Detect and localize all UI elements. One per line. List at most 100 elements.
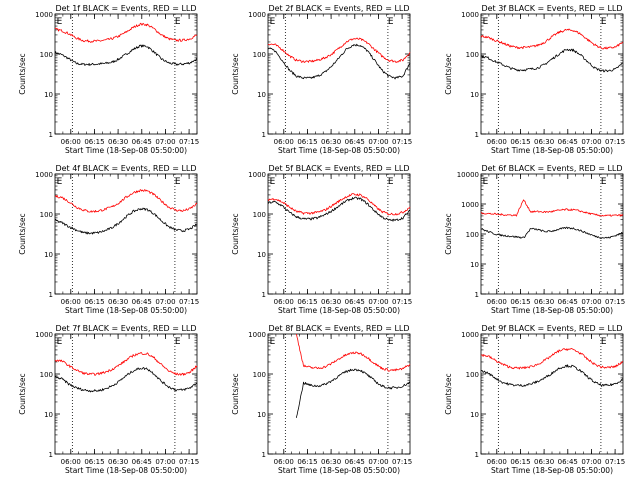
panel-title: Det 7f BLACK = Events, RED = LLD bbox=[55, 324, 196, 333]
series-line-events bbox=[267, 43, 411, 80]
x-axis-label: Start Time (18-Sep-08 05:50:00) bbox=[65, 306, 187, 315]
x-tick-label: 06:45 bbox=[132, 298, 152, 306]
marker-label: E bbox=[483, 17, 489, 27]
series-line-events bbox=[481, 226, 624, 239]
marker-label: E bbox=[270, 17, 276, 27]
series-line-lld bbox=[296, 333, 411, 372]
y-tick-label: 1 bbox=[262, 291, 266, 299]
x-tick-label: 07:00 bbox=[155, 298, 175, 306]
x-tick-label: 07:15 bbox=[605, 298, 625, 306]
marker-label: E bbox=[57, 337, 63, 347]
y-tick-label: 100 bbox=[253, 51, 266, 59]
panel-det-7: Det 7f BLACK = Events, RED = LLD 1 10 100 10… bbox=[18, 324, 199, 475]
y-tick-label: 10 bbox=[257, 251, 266, 259]
panel-title: Det 4f BLACK = Events, RED = LLD bbox=[55, 164, 196, 173]
panel-det-6: Det 6f BLACK = Events, RED = LLD 1 10 100 10… bbox=[444, 164, 625, 315]
y-tick-label: 1000 bbox=[248, 171, 266, 179]
y-tick-label: 100 bbox=[40, 51, 53, 59]
panel-det-9: Det 9f BLACK = Events, RED = LLD 1 10 100 10… bbox=[444, 324, 625, 475]
x-tick-label: 06:00 bbox=[61, 138, 81, 146]
series-line-lld bbox=[54, 352, 198, 376]
x-tick-label: 06:45 bbox=[558, 298, 578, 306]
marker-label: E bbox=[601, 17, 607, 27]
marker-label: E bbox=[270, 337, 276, 347]
y-tick-label: 10 bbox=[44, 411, 53, 419]
marker-label: E bbox=[601, 177, 607, 187]
x-tick-label: 07:00 bbox=[581, 138, 601, 146]
x-tick-label: 07:15 bbox=[179, 458, 199, 466]
x-tick-label: 06:30 bbox=[534, 298, 554, 306]
y-axis-label: Counts/sec bbox=[231, 53, 240, 94]
y-tick-label: 1 bbox=[49, 451, 53, 459]
marker-label: E bbox=[175, 337, 181, 347]
series-line-lld bbox=[267, 193, 411, 216]
x-tick-label: 06:00 bbox=[61, 298, 81, 306]
series-line-events bbox=[54, 207, 198, 235]
panel-det-5: Det 5f BLACK = Events, RED = LLD 1 10 100 10… bbox=[231, 164, 412, 315]
panel-title: Det 3f BLACK = Events, RED = LLD bbox=[481, 4, 622, 13]
y-tick-label: 1 bbox=[49, 291, 53, 299]
x-axis-label: Start Time (18-Sep-08 05:50:00) bbox=[278, 306, 400, 315]
marker-label: E bbox=[601, 337, 607, 347]
y-tick-label: 1 bbox=[475, 131, 479, 139]
y-tick-label: 1000 bbox=[35, 171, 53, 179]
x-tick-label: 06:00 bbox=[61, 458, 81, 466]
x-tick-label: 07:15 bbox=[392, 138, 412, 146]
x-tick-label: 07:15 bbox=[179, 298, 199, 306]
marker-label: E bbox=[388, 17, 394, 27]
y-tick-label: 10 bbox=[257, 411, 266, 419]
y-tick-label: 1 bbox=[262, 131, 266, 139]
y-tick-label: 1000 bbox=[35, 11, 53, 19]
y-axis-label: Counts/sec bbox=[444, 373, 453, 414]
marker-label: E bbox=[175, 17, 181, 27]
series-line-lld bbox=[267, 37, 411, 63]
y-tick-label: 100 bbox=[466, 231, 479, 239]
x-tick-label: 06:30 bbox=[321, 138, 341, 146]
x-tick-label: 06:15 bbox=[297, 458, 317, 466]
y-tick-label: 10 bbox=[470, 91, 479, 99]
marker-label: E bbox=[270, 177, 276, 187]
plot-frame bbox=[267, 173, 411, 295]
x-axis-label: Start Time (18-Sep-08 05:50:00) bbox=[278, 466, 400, 475]
x-axis-label: Start Time (18-Sep-08 05:50:00) bbox=[65, 466, 187, 475]
y-axis-label: Counts/sec bbox=[231, 373, 240, 414]
x-tick-label: 06:30 bbox=[108, 298, 128, 306]
x-tick-label: 06:00 bbox=[274, 138, 294, 146]
panel-title: Det 8f BLACK = Events, RED = LLD bbox=[268, 324, 409, 333]
x-tick-label: 06:45 bbox=[132, 458, 152, 466]
plot-frame bbox=[267, 333, 411, 455]
y-tick-label: 1 bbox=[475, 291, 479, 299]
y-tick-label: 1000 bbox=[248, 11, 266, 19]
series-line-events bbox=[54, 44, 198, 66]
marker-label: E bbox=[57, 177, 63, 187]
x-axis-label: Start Time (18-Sep-08 05:50:00) bbox=[491, 146, 613, 155]
x-tick-label: 06:15 bbox=[84, 298, 104, 306]
x-tick-label: 06:30 bbox=[321, 458, 341, 466]
y-axis-label: Counts/sec bbox=[444, 213, 453, 254]
x-tick-label: 06:15 bbox=[84, 458, 104, 466]
x-tick-label: 07:00 bbox=[581, 298, 601, 306]
y-tick-label: 10 bbox=[470, 261, 479, 269]
y-tick-label: 1 bbox=[475, 451, 479, 459]
x-tick-label: 06:00 bbox=[274, 458, 294, 466]
plot-frame bbox=[54, 333, 198, 455]
y-tick-label: 100 bbox=[253, 211, 266, 219]
series-line-lld bbox=[54, 189, 198, 213]
x-tick-label: 06:45 bbox=[558, 138, 578, 146]
series-line-events bbox=[480, 48, 624, 73]
panel-title: Det 1f BLACK = Events, RED = LLD bbox=[55, 4, 196, 13]
y-axis-label: Counts/sec bbox=[18, 53, 27, 94]
marker-label: E bbox=[175, 177, 181, 187]
x-axis-label: Start Time (18-Sep-08 05:50:00) bbox=[65, 146, 187, 155]
x-tick-label: 06:00 bbox=[487, 298, 507, 306]
y-axis-label: Counts/sec bbox=[18, 213, 27, 254]
series-line-lld bbox=[480, 348, 624, 370]
marker-label: E bbox=[483, 337, 489, 347]
y-tick-label: 1 bbox=[262, 451, 266, 459]
y-tick-label: 100 bbox=[253, 371, 266, 379]
x-tick-label: 07:00 bbox=[581, 458, 601, 466]
y-tick-label: 10000 bbox=[457, 171, 479, 179]
y-axis-label: Counts/sec bbox=[231, 213, 240, 254]
y-tick-label: 10 bbox=[257, 91, 266, 99]
